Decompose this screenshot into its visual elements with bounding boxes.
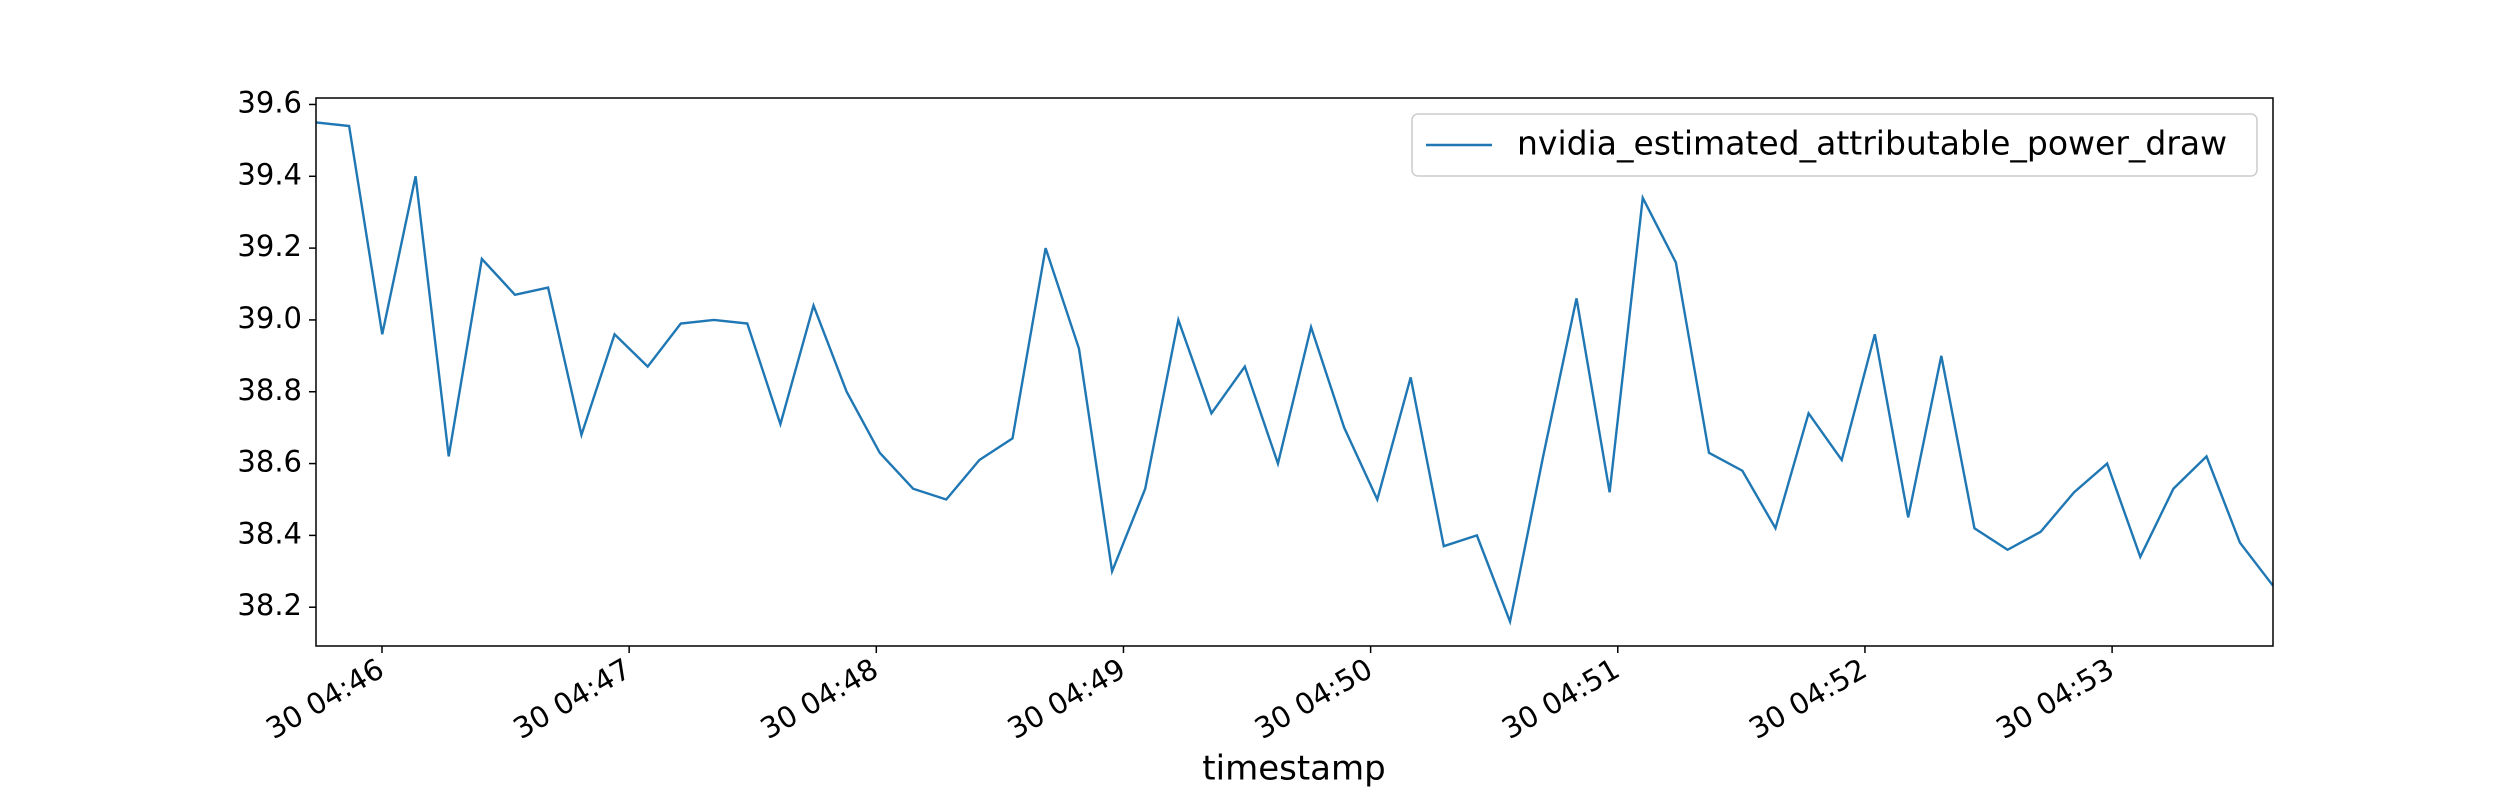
legend-label: nvidia_estimated_attributable_power_draw <box>1517 124 2227 163</box>
x-axis-label: timestamp <box>1202 749 1385 789</box>
line-series <box>316 121 2273 626</box>
x-tick-label: 30 04:47 <box>507 652 636 746</box>
y-tick-label: 39.6 <box>237 85 302 119</box>
y-tick-label: 38.6 <box>237 445 302 479</box>
x-tick-label: 30 04:46 <box>260 652 389 746</box>
y-tick-label: 38.8 <box>237 373 302 407</box>
y-tick-label: 39.0 <box>237 301 302 335</box>
legend-box <box>1411 113 2258 177</box>
x-tick-label: 30 04:49 <box>1002 652 1131 746</box>
plot-frame <box>315 97 2274 647</box>
y-tick-label: 39.4 <box>237 157 302 191</box>
x-tick-label: 30 04:53 <box>1990 652 2119 746</box>
y-tick-label: 39.2 <box>237 229 302 263</box>
x-tick-label: 30 04:48 <box>754 652 883 746</box>
x-tick-label: 30 04:51 <box>1496 652 1625 746</box>
x-tick-label: 30 04:52 <box>1743 652 1872 746</box>
y-tick-label: 38.4 <box>237 516 302 550</box>
y-tick-label: 38.2 <box>237 588 302 622</box>
x-tick-label: 30 04:50 <box>1249 652 1378 746</box>
